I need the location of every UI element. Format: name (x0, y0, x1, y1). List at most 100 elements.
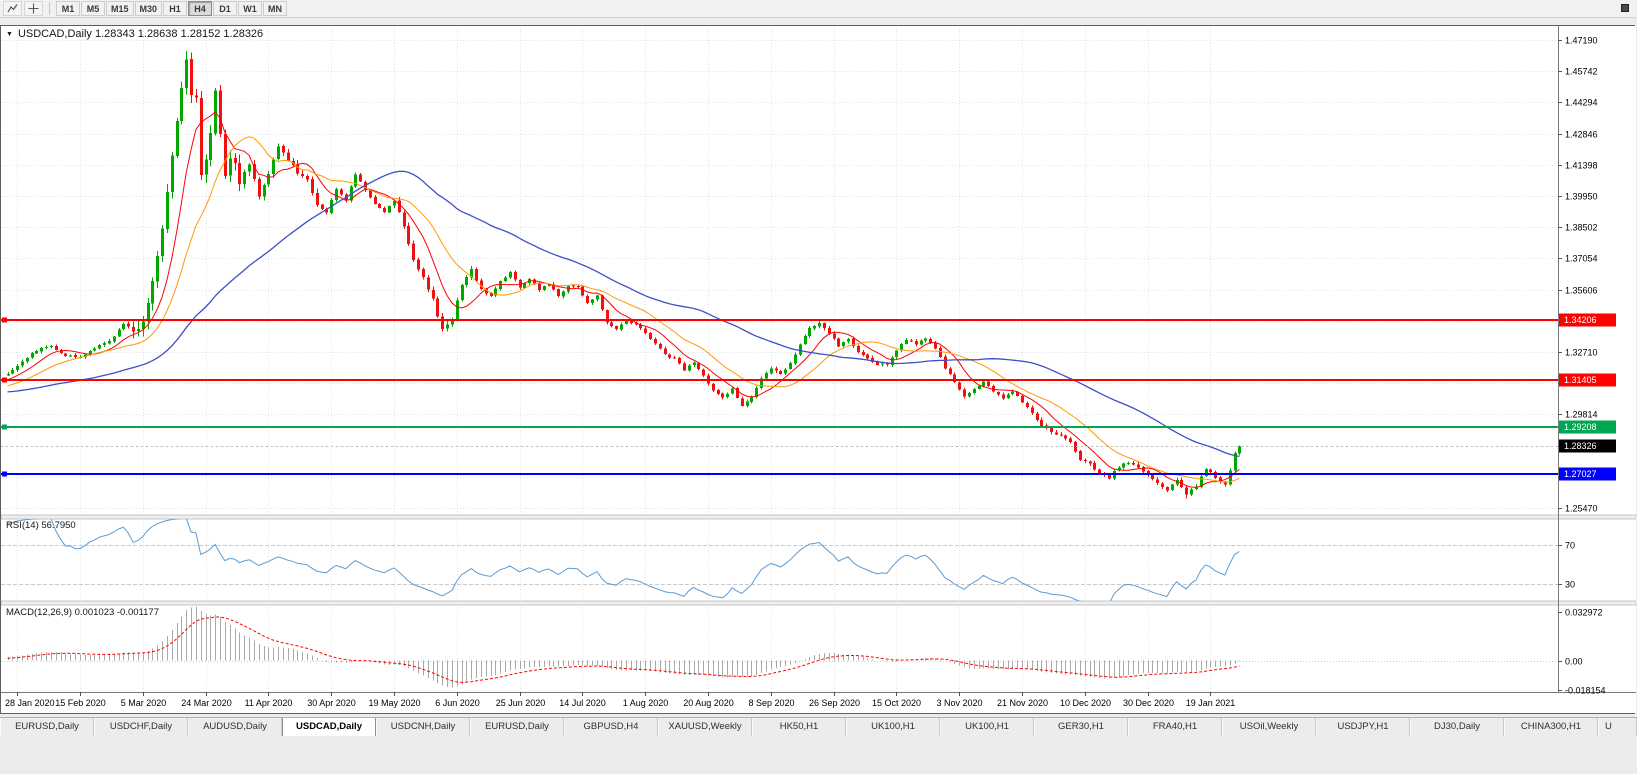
time-axis-label: 15 Feb 2020 (55, 698, 106, 708)
chart-tab-fra40-h1[interactable]: FRA40,H1 (1128, 718, 1222, 736)
time-axis-label: 30 Dec 2020 (1123, 698, 1174, 708)
time-axis-label: 19 Jan 2021 (1186, 698, 1236, 708)
chart-tab-uk100-h1[interactable]: UK100,H1 (940, 718, 1034, 736)
chart-canvas[interactable]: 1.47190 1.45742 1.44294 1.42846 1.41398 1.399… (1, 26, 1636, 713)
chart-line-icon (7, 4, 18, 13)
time-axis-label: 28 Jan 2020 (5, 698, 55, 708)
timeframe-button-h4[interactable]: H4 (188, 1, 213, 16)
current-price-tag: 1.28326 (1559, 439, 1616, 453)
time-axis-label: 10 Dec 2020 (1060, 698, 1111, 708)
chart-tab-u[interactable]: U (1598, 718, 1637, 736)
time-axis-label: 24 Mar 2020 (181, 698, 232, 708)
svg-text:1.34206: 1.34206 (1564, 315, 1597, 325)
macd-signal-line (7, 616, 1240, 683)
ma-17-line (7, 136, 1240, 483)
chart-tab-china300-h1[interactable]: CHINA300,H1 (1504, 718, 1598, 736)
rsi-indicator-label: RSI(14) 56.7950 (6, 520, 76, 531)
chart-tab-eurusd-daily[interactable]: EURUSD,Daily (470, 718, 564, 736)
chart-tab-usoil-weekly[interactable]: USOil,Weekly (1222, 718, 1316, 736)
horizontal-line-1.29208[interactable] (1, 424, 1558, 430)
time-axis-label: 21 Nov 2020 (997, 698, 1048, 708)
price-axis-label: 1.45742 (1565, 67, 1598, 77)
horizontal-line-1.27027[interactable] (1, 471, 1558, 477)
rsi-line (7, 519, 1240, 601)
chart-tab-gbpusd-h4[interactable]: GBPUSD,H4 (564, 718, 658, 736)
window-menu-icon[interactable]: ▼ (6, 30, 13, 38)
time-axis-label: 25 Jun 2020 (496, 698, 546, 708)
timeframe-button-w1[interactable]: W1 (238, 1, 263, 16)
chart-tab-usdcnh-daily[interactable]: USDCNH,Daily (376, 718, 470, 736)
price-axis-label: 1.35606 (1565, 286, 1598, 296)
price-axis-label: 1.38502 (1565, 223, 1598, 233)
time-axis-label: 19 May 2020 (368, 698, 420, 708)
time-axis-label: 26 Sep 2020 (809, 698, 860, 708)
crosshair-icon (28, 3, 39, 14)
ma-50-line (7, 170, 1240, 458)
chart-tab-audusd-daily[interactable]: AUDUSD,Daily (188, 718, 282, 736)
time-axis-label: 15 Oct 2020 (872, 698, 921, 708)
price-axis-label: 1.37054 (1565, 254, 1598, 264)
time-axis-label: 3 Nov 2020 (936, 698, 982, 708)
timeframe-button-mn[interactable]: MN (263, 1, 288, 16)
time-scale[interactable]: 28 Jan 2020 15 Feb 2020 5 Mar 2020 24 Mar 2… (5, 692, 1235, 708)
price-axis-label: 1.32710 (1565, 348, 1598, 358)
time-axis-label: 14 Jul 2020 (559, 698, 606, 708)
indicator-level-lines (1, 545, 1558, 585)
price-axis-label: 1.44294 (1565, 98, 1598, 108)
price-axis-label: 1.29814 (1565, 410, 1598, 420)
chart-tab-ger30-h1[interactable]: GER30,H1 (1034, 718, 1128, 736)
pane-separator-1[interactable] (1, 514, 1636, 520)
time-axis-label: 20 Aug 2020 (683, 698, 734, 708)
chart-tab-dj30-daily[interactable]: DJ30,Daily (1410, 718, 1504, 736)
chart-title-text: USDCAD,Daily 1.28343 1.28638 1.28152 1.2… (17, 28, 264, 40)
window-restore-icon[interactable] (1621, 4, 1629, 12)
timeframe-button-m1[interactable]: M1 (56, 1, 80, 16)
macd-indicator-label: MACD(12,26,9) 0.001023 -0.001177 (6, 607, 159, 618)
timeframes-toolbar: M1 M5 M15 M30 H1 H4 D1 W1 MN (56, 1, 288, 16)
horizontal-line-1.31405[interactable] (1, 377, 1558, 383)
price-axis-label: 1.41398 (1565, 161, 1598, 171)
horizontal-line-1.34206[interactable] (1, 317, 1558, 323)
chart-tab-usdchf-daily[interactable]: USDCHF,Daily (94, 718, 188, 736)
timeframe-button-d1[interactable]: D1 (213, 1, 238, 16)
toolbar-separator (49, 2, 50, 15)
time-axis-label: 30 Apr 2020 (307, 698, 356, 708)
timeframe-button-h1[interactable]: H1 (163, 1, 188, 16)
timeframe-button-m30[interactable]: M30 (134, 1, 163, 16)
chart-tab-usdjpy-h1[interactable]: USDJPY,H1 (1316, 718, 1410, 736)
chart-window: 1.47190 1.45742 1.44294 1.42846 1.41398 1.399… (0, 25, 1636, 714)
macd-axis-label: 0.032972 (1565, 608, 1603, 618)
time-axis-label: 5 Mar 2020 (121, 698, 167, 708)
svg-text:1.27027: 1.27027 (1564, 469, 1597, 479)
rsi-level-label: 70 (1565, 541, 1575, 551)
time-axis-label: 11 Apr 2020 (245, 698, 293, 708)
candlestick-series (7, 51, 1241, 499)
price-axis-label: 1.42846 (1565, 130, 1598, 140)
pane-separator-2[interactable] (1, 600, 1636, 606)
macd-axis-label: 0.00 (1565, 657, 1583, 667)
price-scale[interactable]: 1.47190 1.45742 1.44294 1.42846 1.41398 1.399… (1558, 36, 1606, 696)
time-axis-label: 6 Jun 2020 (435, 698, 480, 708)
toolbar: M1 M5 M15 M30 H1 H4 D1 W1 MN (0, 0, 1637, 18)
rsi-level-label: 30 (1565, 580, 1575, 590)
timeframe-button-m15[interactable]: M15 (106, 1, 134, 16)
chart-tabs-bar: EURUSD,Daily USDCHF,Daily AUDUSD,Daily USDC… (0, 717, 1637, 736)
hline-price-tag-1.27027: 1.27027 (1559, 467, 1616, 481)
time-axis-label: 8 Sep 2020 (748, 698, 794, 708)
chart-tab-hk50-h1[interactable]: HK50,H1 (752, 718, 846, 736)
time-axis-label: 1 Aug 2020 (623, 698, 669, 708)
hline-price-tag-1.31405: 1.31405 (1559, 373, 1616, 387)
timeframe-button-m5[interactable]: M5 (81, 1, 105, 16)
price-axis-label: 1.39950 (1565, 192, 1598, 202)
price-axis-label: 1.25470 (1565, 504, 1598, 514)
chart-tab-xauusd-weekly[interactable]: XAUUSD,Weekly (658, 718, 752, 736)
price-axis-label: 1.47190 (1565, 36, 1598, 46)
chart-title: ▼ USDCAD,Daily 1.28343 1.28638 1.28152 1… (6, 28, 263, 40)
crosshair-tool-button[interactable] (24, 1, 43, 16)
hline-price-tag-1.29208: 1.29208 (1559, 420, 1616, 434)
chart-line-tool-button[interactable] (3, 1, 22, 16)
chart-tab-uk100-h1[interactable]: UK100,H1 (846, 718, 940, 736)
macd-axis-label: -0.018154 (1565, 686, 1606, 696)
chart-tab-eurusd-daily[interactable]: EURUSD,Daily (0, 718, 94, 736)
chart-tab-usdcad-daily[interactable]: USDCAD,Daily (282, 718, 376, 736)
